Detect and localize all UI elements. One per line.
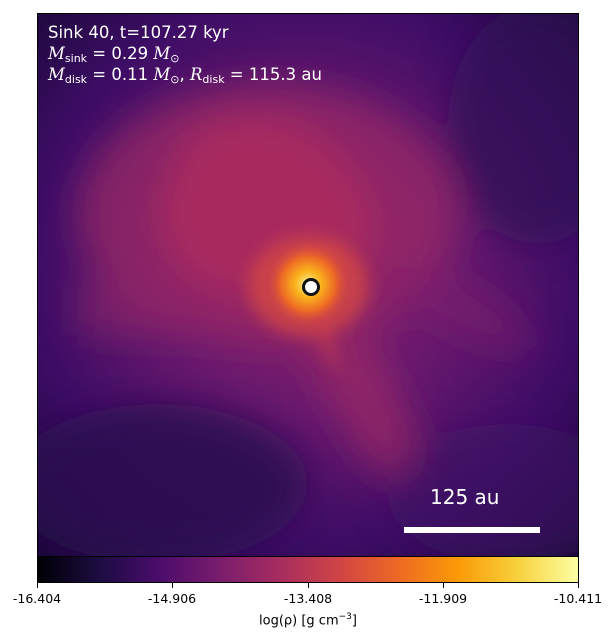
disk-mass-unit: M [153, 65, 171, 84]
colorbar [37, 556, 579, 583]
colorbar-label-end: ] [351, 613, 357, 629]
colorbar-tick-label: -16.404 [12, 591, 62, 606]
colorbar-tick-label: -11.909 [418, 591, 468, 606]
scalebar-label: 125 au [430, 485, 500, 509]
sink-mass-subscript: sink [64, 52, 88, 65]
disk-radius-subscript: disk [202, 73, 225, 86]
colorbar-tick [443, 583, 444, 588]
sink-mass-value: = 0.29 [87, 44, 154, 63]
density-panel: Sink 40, t=107.27 kyr Msink = 0.29 M⊙ Md… [37, 13, 579, 557]
sink-mass-label: Msink = 0.29 M⊙ [48, 43, 179, 69]
sink-mass-unit: M [153, 44, 171, 63]
colorbar-tick-label: -13.408 [283, 591, 333, 606]
disk-mass-unit-subscript: ⊙ [170, 73, 180, 86]
colorbar-label-exponent: −3 [338, 612, 352, 622]
snapshot-title: Sink 40, t=107.27 kyr [48, 23, 229, 42]
annotation-separator: , [179, 65, 190, 84]
sink-mass-unit-subscript: ⊙ [170, 52, 180, 65]
sink-marker-icon [302, 278, 320, 296]
sink-mass-symbol: M [48, 44, 65, 63]
scalebar-line [404, 527, 540, 533]
colorbar-tick [37, 583, 38, 588]
disk-radius-symbol: R [189, 65, 203, 84]
disk-radius-value: = 115.3 au [224, 65, 322, 84]
colorbar-tick [172, 583, 173, 588]
colorbar-label: log(ρ) [g cm−3] [259, 612, 357, 628]
colorbar-tick [578, 583, 579, 588]
colorbar-tick [308, 583, 309, 588]
disk-properties-label: Mdisk = 0.11 M⊙, Rdisk = 115.3 au [48, 64, 322, 90]
colorbar-label-main: log(ρ) [g cm [259, 613, 339, 629]
density-map [38, 14, 578, 556]
disk-mass-subscript: disk [64, 73, 88, 86]
disk-mass-symbol: M [48, 65, 65, 84]
colorbar-tick-label: -14.906 [147, 591, 197, 606]
disk-mass-value: = 0.11 [87, 65, 154, 84]
colorbar-tick-label: -10.411 [553, 591, 603, 606]
